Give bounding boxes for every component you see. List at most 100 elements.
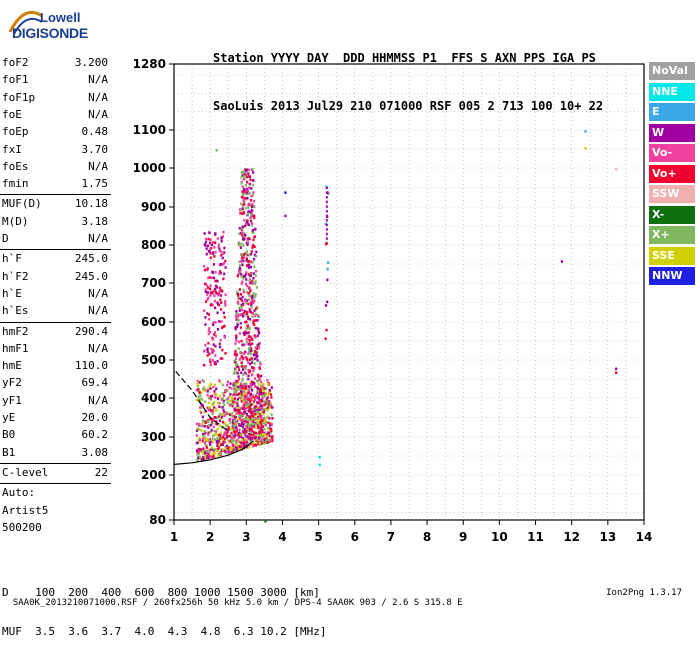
echo-point [259,392,262,396]
echo-point [227,451,230,454]
param-value: 3.18 [81,214,109,228]
x-tick-label: 12 [563,530,580,544]
echo-point [216,237,219,240]
echo-point [202,424,205,428]
echo-point [235,352,238,356]
echo-point [228,394,232,398]
echo-point [250,208,253,212]
echo-point [256,373,259,377]
echo-point [224,390,227,394]
echo-point [242,356,245,360]
echo-point [236,439,239,442]
param-row: h`F2 245.0 [2,269,108,284]
echo-point [248,415,251,418]
echo-point [246,196,249,200]
echo-point [236,404,239,408]
echo-point [262,441,265,445]
echo-point [271,406,274,409]
echo-point [248,309,252,313]
echo-point [223,316,226,319]
echo-point [237,436,240,440]
echo-point [260,422,263,426]
echo-point [204,288,207,291]
echo-point [245,424,248,428]
echo-point [247,317,250,321]
echo-point [255,353,258,357]
echo-point [246,315,250,319]
echo-point [214,430,218,433]
echo-point [199,406,202,409]
echo-point [237,340,240,344]
echo-point [250,194,253,198]
echo-point [202,419,205,423]
echo-point [247,263,251,267]
param-name: foF1p [2,90,36,104]
echo-point [214,270,217,274]
echo-point [247,429,250,432]
echo-point [208,276,212,279]
echo-point [214,279,218,283]
echo-point [228,434,231,438]
echo-point [250,250,253,253]
echo-point [206,298,209,301]
echo-point [212,321,215,324]
echo-point [224,304,227,307]
echo-point [238,406,241,410]
echo-point [269,431,273,434]
echo-point [252,416,255,420]
echo-point [251,407,254,411]
echo-point [248,294,251,298]
echo-point [211,338,214,341]
echo-point [268,423,272,427]
echo-point [246,401,249,404]
echo-point [245,257,249,261]
x-tick-label: 8 [423,530,431,544]
echo-point [243,392,246,395]
echo-point [258,412,261,416]
param-value: 290.4 [74,324,108,338]
echo-point [247,172,250,175]
echo-point [223,441,226,444]
echo-point [247,210,251,213]
param-name: foF2 [2,56,29,69]
echo-point [270,413,273,416]
echo-point [242,301,245,305]
echo-point [239,272,242,276]
param-name: h`F [2,252,22,266]
echo-point [222,441,225,444]
echo-point [219,262,223,266]
echo-point [215,422,218,426]
echo-point [257,412,260,416]
echo-point [253,396,256,400]
param-name: hmE [2,359,22,373]
echo-point [236,379,239,383]
echo-point [242,288,245,292]
echo-point [237,377,241,381]
echo-point [221,392,224,395]
param-name: h`Es [2,304,29,318]
echo-point [249,252,253,256]
echo-point [262,439,266,442]
echo-point [254,412,257,416]
echo-point [250,438,253,441]
echo-point [234,342,237,345]
echo-point [230,396,234,400]
echo-point [209,360,212,364]
echo-point [211,418,214,421]
echo-point [240,256,244,260]
echo-point [241,386,244,390]
echo-point [244,233,247,237]
echo-point [236,446,239,450]
echo-point [239,441,243,444]
param-value: 1.75 [81,177,109,191]
echo-point [207,276,210,280]
echo-point [260,404,263,408]
echo-point [249,409,252,413]
echo-point [204,450,207,453]
echo-point [229,421,232,425]
echo-point [247,409,250,413]
echo-point [219,294,222,297]
echo-point [250,411,253,414]
echo-point [252,319,255,322]
legend-item: NNE [649,82,695,101]
